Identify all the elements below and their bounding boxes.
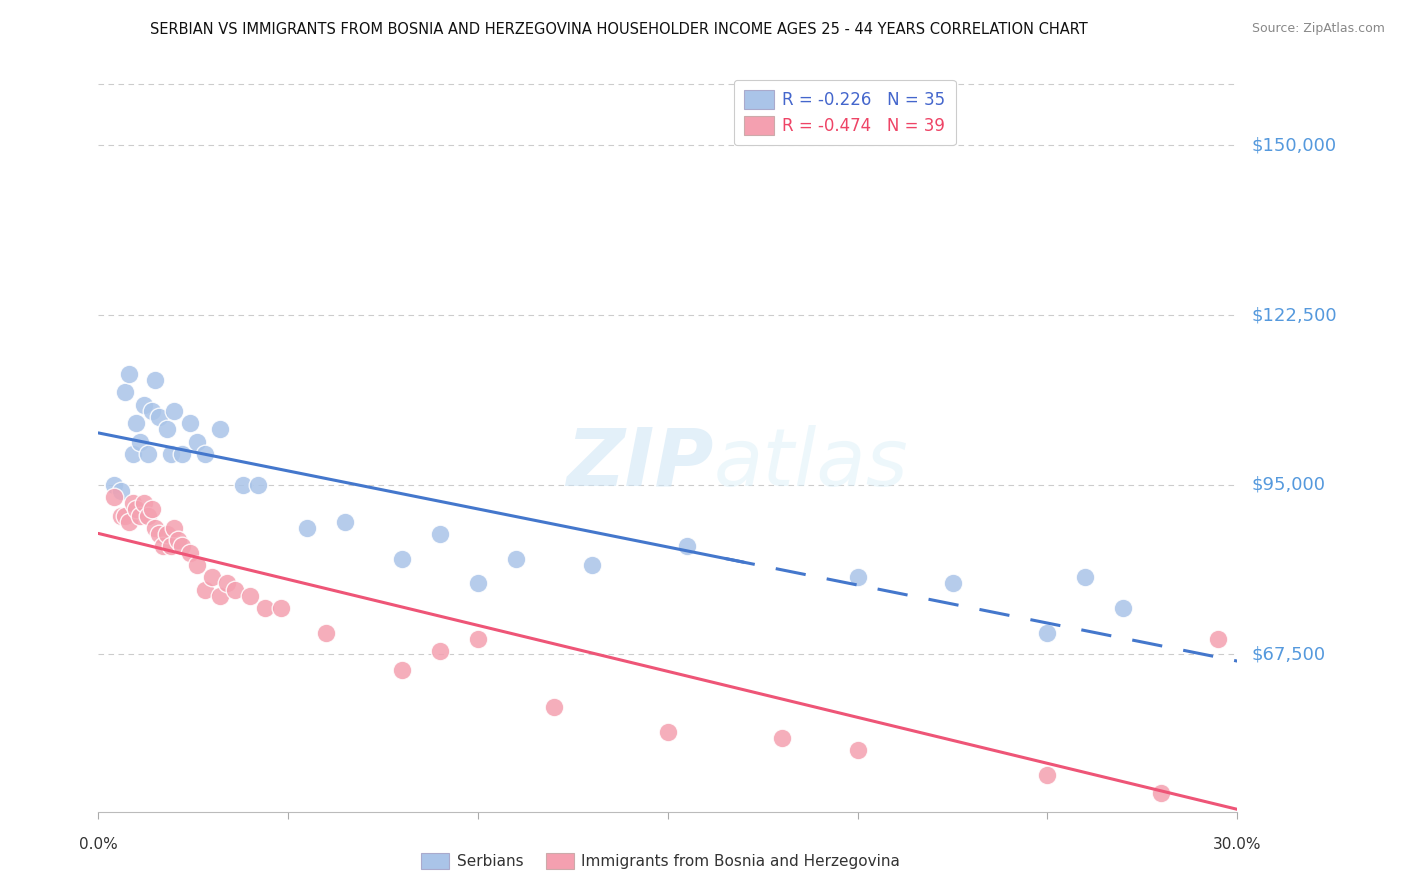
Text: Source: ZipAtlas.com: Source: ZipAtlas.com xyxy=(1251,22,1385,36)
Point xyxy=(581,558,603,572)
Text: 30.0%: 30.0% xyxy=(1213,837,1261,852)
Text: $67,500: $67,500 xyxy=(1251,646,1326,664)
Point xyxy=(246,477,269,491)
Point xyxy=(148,409,170,424)
Point xyxy=(170,447,193,461)
Point xyxy=(467,632,489,646)
Point xyxy=(129,508,152,523)
Point xyxy=(167,533,190,548)
Point xyxy=(391,663,413,677)
Point xyxy=(156,422,179,436)
Point xyxy=(467,576,489,591)
Point xyxy=(170,540,193,554)
Point xyxy=(141,403,163,417)
Point xyxy=(129,434,152,449)
Point xyxy=(297,521,319,535)
Point xyxy=(159,540,181,554)
Point xyxy=(121,447,143,461)
Point xyxy=(110,483,132,498)
Point xyxy=(186,558,208,572)
Point xyxy=(118,367,141,381)
Point xyxy=(335,515,357,529)
Point xyxy=(132,398,155,412)
Point xyxy=(505,551,527,566)
Point xyxy=(770,731,793,745)
Point xyxy=(270,601,292,615)
Point xyxy=(942,576,965,591)
Point xyxy=(152,540,174,554)
Legend: R = -0.226   N = 35, R = -0.474   N = 39: R = -0.226 N = 35, R = -0.474 N = 39 xyxy=(734,79,956,145)
Point xyxy=(429,527,451,541)
Point xyxy=(217,576,239,591)
Point xyxy=(315,625,337,640)
Point xyxy=(201,570,224,584)
Point xyxy=(543,699,565,714)
Text: ZIP: ZIP xyxy=(567,425,713,503)
Point xyxy=(145,521,167,535)
Point xyxy=(103,477,125,491)
Point xyxy=(159,447,181,461)
Point xyxy=(179,416,201,430)
Point xyxy=(1208,632,1230,646)
Point xyxy=(163,403,186,417)
Point xyxy=(114,385,136,400)
Point xyxy=(118,515,141,529)
Point xyxy=(194,447,217,461)
Point xyxy=(1074,570,1097,584)
Point xyxy=(429,644,451,658)
Point xyxy=(1036,625,1059,640)
Point xyxy=(179,545,201,560)
Point xyxy=(121,496,143,510)
Point xyxy=(110,508,132,523)
Point xyxy=(125,502,148,516)
Point xyxy=(1036,767,1059,781)
Point xyxy=(136,508,159,523)
Text: $95,000: $95,000 xyxy=(1251,475,1326,494)
Text: $150,000: $150,000 xyxy=(1251,136,1336,154)
Text: atlas: atlas xyxy=(713,425,908,503)
Legend: Serbians, Immigrants from Bosnia and Herzegovina: Serbians, Immigrants from Bosnia and Her… xyxy=(415,847,907,875)
Point xyxy=(1112,601,1135,615)
Point xyxy=(657,724,679,739)
Point xyxy=(846,743,869,757)
Point xyxy=(141,502,163,516)
Text: 0.0%: 0.0% xyxy=(79,837,118,852)
Point xyxy=(163,521,186,535)
Point xyxy=(846,570,869,584)
Point xyxy=(239,589,262,603)
Point xyxy=(114,508,136,523)
Point xyxy=(224,582,246,597)
Point xyxy=(125,416,148,430)
Point xyxy=(194,582,217,597)
Point xyxy=(208,589,231,603)
Point xyxy=(254,601,277,615)
Point xyxy=(391,551,413,566)
Point xyxy=(103,490,125,504)
Point xyxy=(208,422,231,436)
Text: SERBIAN VS IMMIGRANTS FROM BOSNIA AND HERZEGOVINA HOUSEHOLDER INCOME AGES 25 - 4: SERBIAN VS IMMIGRANTS FROM BOSNIA AND HE… xyxy=(150,22,1087,37)
Point xyxy=(1150,786,1173,800)
Point xyxy=(132,496,155,510)
Point xyxy=(232,477,254,491)
Text: $122,500: $122,500 xyxy=(1251,306,1337,324)
Point xyxy=(156,527,179,541)
Point xyxy=(676,540,699,554)
Point xyxy=(186,434,208,449)
Point xyxy=(148,527,170,541)
Point xyxy=(136,447,159,461)
Point xyxy=(145,373,167,387)
